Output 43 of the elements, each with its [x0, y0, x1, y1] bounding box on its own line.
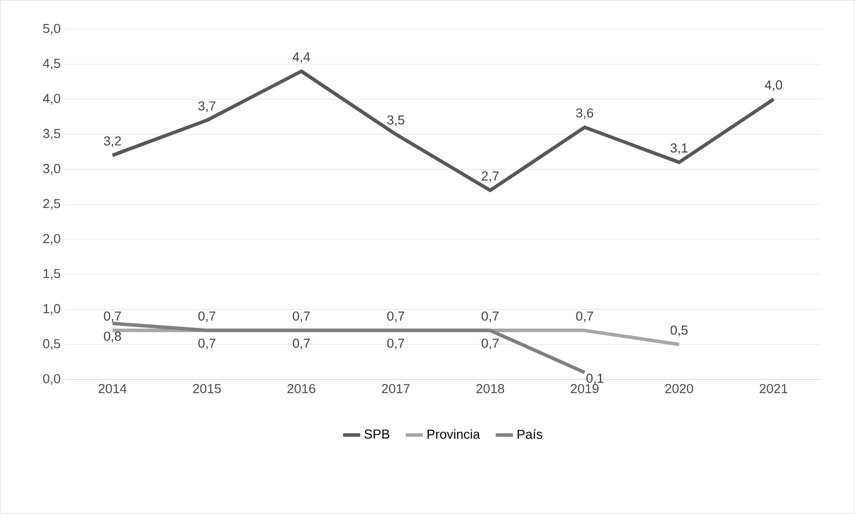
x-tick-label: 2015: [193, 384, 221, 394]
x-tick-label: 2014: [98, 384, 127, 394]
x-tick-label: 2016: [288, 384, 316, 394]
y-tick-label: 3,5: [43, 129, 60, 140]
data-label: 0,8: [104, 332, 121, 342]
x-tick-label: 2018: [476, 384, 504, 394]
legend-label: Provincia: [428, 429, 480, 439]
data-label: 0,7: [387, 312, 404, 322]
data-label: 0,7: [387, 338, 404, 350]
data-label: 0,7: [198, 338, 216, 350]
data-label: 0,1: [586, 374, 604, 385]
legend-label: SPB: [364, 430, 390, 439]
data-label: 3,6: [576, 108, 594, 120]
x-tick-label: 2020: [665, 384, 694, 394]
data-label: 3,1: [670, 143, 688, 154]
y-tick-label: 3,0: [43, 164, 60, 175]
data-label: 3,7: [198, 101, 216, 112]
y-tick-label: 4,0: [42, 94, 60, 105]
data-label: 4,4: [292, 52, 310, 64]
x-tick-label: 2017: [382, 384, 410, 394]
data-label: 0,7: [482, 338, 499, 350]
x-tick-label: 2019: [570, 384, 599, 394]
y-tick-label: 0,5: [43, 339, 60, 350]
data-label: 0,7: [482, 312, 499, 322]
y-tick-label: 5,0: [43, 24, 60, 35]
data-label: 0,7: [198, 312, 216, 322]
data-label: 0,7: [292, 338, 310, 350]
y-tick-label: 0,0: [43, 374, 60, 385]
y-tick-label: 1,0: [44, 304, 60, 315]
data-label: 3,2: [104, 136, 121, 148]
data-label: 0,7: [104, 312, 121, 322]
data-label: 3,5: [387, 115, 404, 126]
y-tick-label: 1,5: [44, 269, 60, 280]
legend-label: País: [518, 429, 542, 440]
x-tick-label: 2021: [760, 384, 788, 394]
y-tick-label: 2,0: [43, 234, 60, 245]
data-label: 0,7: [292, 312, 310, 322]
data-label: 0,7: [576, 312, 594, 322]
data-label: 4,0: [764, 80, 782, 92]
data-label: 2,7: [482, 171, 499, 182]
y-tick-label: 4,5: [42, 59, 60, 70]
y-tick-label: 2,5: [43, 199, 60, 210]
data-label: 0,5: [670, 326, 688, 336]
